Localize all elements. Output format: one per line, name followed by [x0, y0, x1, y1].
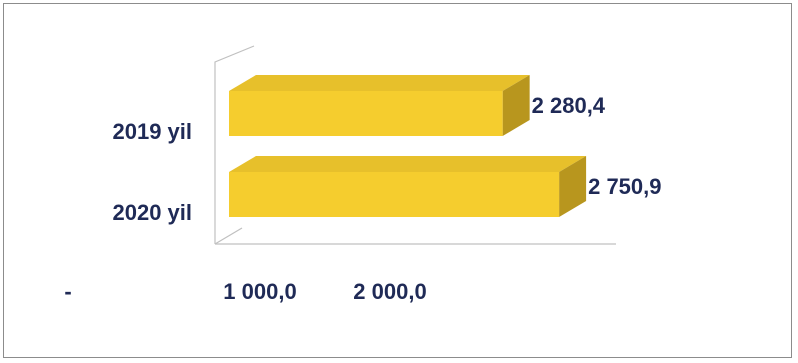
back-wall-line — [214, 45, 255, 244]
bar — [229, 91, 503, 136]
x-tick-label: 1 000,0 — [223, 279, 296, 304]
x-tick-label: 2 000,0 — [353, 279, 426, 304]
bar-top-face — [229, 75, 530, 91]
x-tick-label: - — [64, 279, 71, 304]
floor-depth-line — [214, 227, 243, 245]
category-label: 2020 yil — [112, 200, 192, 225]
data-label: 2 750,9 — [588, 174, 661, 199]
category-label: 2019 yil — [112, 119, 192, 144]
data-label: 2 280,4 — [532, 93, 606, 118]
bar-top-face — [229, 156, 587, 172]
bar-side-face — [559, 156, 587, 217]
bar-side-face — [502, 75, 530, 136]
bar — [229, 172, 560, 217]
